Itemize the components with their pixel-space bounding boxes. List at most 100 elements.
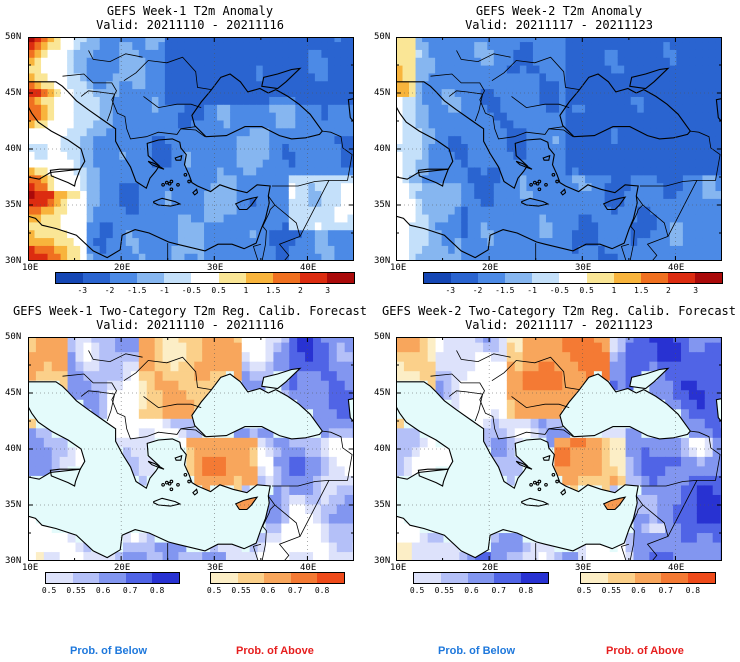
grid-cell bbox=[184, 104, 192, 113]
grid-cell bbox=[708, 182, 717, 192]
grid-cell bbox=[297, 456, 306, 467]
grid-cell bbox=[663, 104, 671, 113]
grid-cell bbox=[506, 229, 514, 239]
grid-cell bbox=[301, 65, 309, 74]
grid-cell bbox=[225, 465, 235, 476]
grid-cell bbox=[598, 65, 606, 74]
panel2-title: GEFS Week-2 T2m Anomaly Valid: 20211117 -… bbox=[465, 4, 653, 32]
grid-cell bbox=[633, 541, 643, 553]
grid-cell bbox=[158, 88, 166, 97]
grid-cell bbox=[202, 475, 211, 486]
grid-cell bbox=[257, 427, 267, 438]
grid-cell bbox=[288, 245, 296, 254]
grid-cell bbox=[663, 166, 671, 176]
grid-cell bbox=[197, 88, 205, 97]
grid-cell bbox=[641, 437, 650, 448]
grid-cell bbox=[493, 143, 501, 152]
grid-cell bbox=[289, 513, 298, 524]
grid-cell bbox=[396, 151, 404, 160]
grid-cell bbox=[641, 541, 650, 553]
grid-cell bbox=[347, 80, 354, 90]
grid-cell bbox=[591, 229, 599, 239]
grid-cell bbox=[47, 198, 55, 207]
grid-cell bbox=[327, 57, 336, 66]
grid-cell bbox=[609, 456, 619, 467]
grid-cell bbox=[715, 182, 722, 192]
grid-cell bbox=[327, 166, 336, 176]
grid-cell bbox=[513, 221, 521, 231]
grid-cell bbox=[643, 253, 651, 261]
grid-cell bbox=[223, 198, 231, 207]
grid-cell bbox=[171, 229, 179, 239]
grid-cell bbox=[591, 49, 599, 58]
grid-cell bbox=[493, 104, 501, 113]
grid-cell bbox=[656, 112, 664, 121]
grid-cell bbox=[467, 190, 475, 199]
grid-cell bbox=[164, 41, 173, 50]
grid-cell bbox=[132, 190, 140, 199]
grid-cell bbox=[125, 127, 133, 137]
grid-cell bbox=[86, 119, 94, 129]
grid-cell bbox=[178, 427, 187, 438]
grid-cell bbox=[498, 541, 508, 553]
grid-cell bbox=[585, 104, 593, 113]
grid-cell bbox=[441, 213, 449, 223]
grid-cell bbox=[158, 41, 166, 50]
grid-cell bbox=[633, 342, 643, 353]
grid-cell bbox=[288, 143, 296, 152]
grid-cell bbox=[162, 418, 172, 429]
grid-cell bbox=[130, 427, 140, 438]
grid-cell bbox=[138, 541, 148, 553]
border-line bbox=[80, 390, 116, 422]
grid-cell bbox=[262, 151, 270, 160]
grid-cell bbox=[275, 182, 283, 192]
grid-cell bbox=[99, 221, 107, 231]
grid-cell bbox=[708, 221, 717, 231]
grid-cell bbox=[474, 112, 482, 121]
grid-cell bbox=[650, 166, 658, 176]
grid-cell bbox=[112, 237, 120, 246]
grid-cell bbox=[689, 57, 697, 66]
grid-cell bbox=[233, 351, 243, 362]
grid-cell bbox=[305, 551, 314, 561]
grid-cell bbox=[336, 541, 346, 553]
grid-cell bbox=[506, 104, 514, 113]
grid-cell bbox=[282, 72, 290, 82]
grid-cell bbox=[223, 57, 231, 66]
grid-cell bbox=[657, 494, 666, 505]
grid-cell bbox=[562, 337, 571, 343]
grid-cell bbox=[522, 389, 532, 400]
grid-cell bbox=[443, 541, 453, 553]
grid-cell bbox=[539, 151, 547, 160]
grid-cell bbox=[202, 465, 211, 476]
grid-cell bbox=[650, 65, 658, 74]
grid-cell bbox=[321, 159, 329, 168]
grid-cell bbox=[107, 380, 116, 391]
grid-cell bbox=[633, 522, 643, 534]
grid-cell bbox=[171, 245, 179, 254]
grid-cell bbox=[585, 57, 593, 66]
grid-cell bbox=[107, 337, 116, 343]
grid-cell bbox=[191, 135, 199, 144]
grid-cell bbox=[601, 337, 611, 343]
grid-cell bbox=[297, 475, 306, 486]
grid-cell bbox=[695, 119, 704, 129]
grid-cell bbox=[125, 174, 133, 184]
grid-cell bbox=[130, 551, 140, 561]
grid-cell bbox=[506, 370, 516, 381]
grid-cell bbox=[273, 484, 282, 495]
grid-cell bbox=[559, 143, 567, 152]
grid-cell bbox=[119, 127, 127, 137]
grid-cell bbox=[308, 88, 316, 97]
grid-cell bbox=[138, 166, 146, 176]
grid-cell bbox=[657, 446, 666, 457]
grid-cell bbox=[328, 541, 338, 553]
grid-cell bbox=[415, 206, 423, 215]
grid-cell bbox=[54, 159, 62, 168]
grid-cell bbox=[604, 253, 612, 261]
grid-cell bbox=[233, 475, 243, 486]
grid-cell bbox=[80, 213, 88, 223]
grid-cell bbox=[641, 456, 650, 467]
grid-cell bbox=[273, 513, 282, 524]
grid-cell bbox=[475, 418, 484, 429]
